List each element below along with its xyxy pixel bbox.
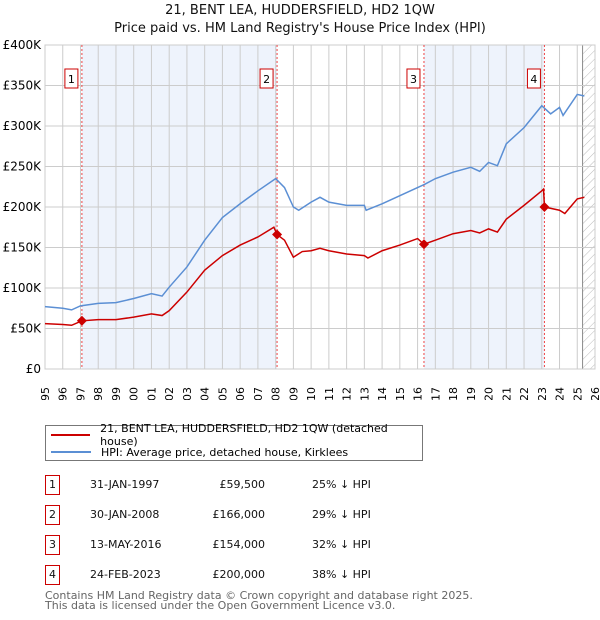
sale-point bbox=[418, 239, 429, 250]
y-tick-label: £400K bbox=[3, 38, 43, 52]
sale-label: 2 bbox=[263, 73, 270, 86]
plot-area: 1995 1996 1997 1998 1999 2000 2001 2002 2003 2004… bbox=[3, 38, 600, 400]
sale-hpi-diff: 32% ↓ HPI bbox=[312, 538, 371, 551]
x-tick-label: 2023 bbox=[536, 387, 549, 400]
x-tick-label: 2010 bbox=[305, 387, 318, 400]
sale-hpi-diff: 25% ↓ HPI bbox=[312, 478, 371, 491]
x-tick-label: 2019 bbox=[465, 387, 478, 400]
sale-price: £154,000 bbox=[212, 538, 266, 551]
x-tick-label: 1998 bbox=[92, 387, 105, 400]
sale-label: 4 bbox=[530, 73, 537, 86]
x-tick-label: 2013 bbox=[358, 387, 371, 400]
y-tick-label: £350K bbox=[3, 79, 43, 93]
y-tick-label: £50K bbox=[10, 322, 42, 336]
x-tick-label: 2002 bbox=[163, 387, 176, 400]
chart-subtitle: Price paid vs. HM Land Registry's House … bbox=[114, 21, 486, 36]
legend-blue-line bbox=[51, 451, 91, 453]
series-line bbox=[44, 187, 585, 327]
x-tick-label: 2015 bbox=[394, 387, 407, 400]
x-tick-label: 2026 bbox=[589, 387, 600, 400]
x-tick-label: 2012 bbox=[341, 387, 354, 400]
sale-hpi-diff: 38% ↓ HPI bbox=[312, 568, 371, 581]
x-tick-label: 1995 bbox=[39, 387, 52, 400]
y-tick-label: £200K bbox=[3, 200, 43, 214]
x-tick-label: 2011 bbox=[323, 387, 336, 400]
x-tick-label: 2004 bbox=[199, 387, 212, 400]
sale-label-box bbox=[406, 68, 421, 89]
x-tick-label: 2021 bbox=[500, 387, 513, 400]
x-tick-label: 2022 bbox=[518, 387, 531, 400]
sale-number: 4 bbox=[45, 565, 60, 585]
series-line bbox=[44, 93, 585, 311]
legend-red-line bbox=[51, 434, 91, 436]
x-tick-label: 2017 bbox=[429, 387, 442, 400]
sale-point bbox=[272, 229, 283, 240]
x-tick-label: 2003 bbox=[181, 387, 194, 400]
sale-point bbox=[539, 202, 550, 212]
sale-label-box bbox=[64, 68, 79, 89]
sale-point bbox=[76, 315, 87, 326]
x-tick-label: 2001 bbox=[145, 387, 158, 400]
y-tick-label: £100K bbox=[3, 281, 43, 295]
legend-hpi: HPI: Average price, detached house, Kirk… bbox=[101, 445, 349, 459]
legend-property: 21, BENT LEA, HUDDERSFIELD, HD2 1QW (det… bbox=[100, 422, 388, 448]
y-tick-label: £300K bbox=[3, 119, 43, 133]
sale-date: 13-MAY-2016 bbox=[90, 538, 162, 551]
sale-number: 3 bbox=[45, 535, 60, 555]
x-tick-label: 2005 bbox=[216, 387, 229, 400]
sale-label-box bbox=[259, 68, 274, 89]
x-tick-label: 2006 bbox=[234, 387, 247, 400]
x-tick-label: 2009 bbox=[287, 387, 300, 400]
sale-price: £59,500 bbox=[219, 478, 266, 491]
x-tick-label: 2024 bbox=[554, 387, 567, 400]
x-tick-label: 2016 bbox=[412, 387, 425, 400]
x-tick-label: 2025 bbox=[571, 387, 584, 400]
sale-hpi-diff: 29% ↓ HPI bbox=[312, 508, 371, 521]
sale-date: 30-JAN-2008 bbox=[90, 508, 160, 521]
footer-licence: This data is licensed under the Open Gov… bbox=[45, 599, 396, 612]
sale-label-box bbox=[526, 68, 541, 89]
sale-date: 31-JAN-1997 bbox=[90, 478, 160, 491]
sale-label: 3 bbox=[410, 73, 417, 86]
legend: 21, BENT LEA, HUDDERSFIELD, HD2 1QW (det… bbox=[45, 422, 423, 461]
sale-price: £166,000 bbox=[212, 508, 266, 521]
y-tick-label: £0 bbox=[26, 362, 41, 376]
x-tick-label: 2008 bbox=[270, 387, 283, 400]
sale-number: 2 bbox=[45, 505, 60, 525]
x-tick-label: 2018 bbox=[447, 387, 460, 400]
y-tick-label: £150K bbox=[3, 241, 43, 255]
footer-copyright: Contains HM Land Registry data © Crown c… bbox=[45, 589, 473, 602]
sale-number: 1 bbox=[45, 475, 60, 495]
x-tick-label: 1997 bbox=[74, 387, 87, 400]
x-tick-label: 2000 bbox=[128, 387, 141, 400]
sale-label: 1 bbox=[68, 73, 75, 86]
y-tick-label: £250K bbox=[3, 160, 43, 174]
sale-price: £200,000 bbox=[212, 568, 266, 581]
sale-date: 24-FEB-2023 bbox=[90, 568, 161, 581]
x-tick-label: 1999 bbox=[110, 387, 123, 400]
x-tick-label: 1996 bbox=[57, 387, 70, 400]
chart-title: 21, BENT LEA, HUDDERSFIELD, HD2 1QW bbox=[165, 3, 435, 18]
x-tick-label: 2020 bbox=[483, 387, 496, 400]
x-tick-label: 2014 bbox=[376, 387, 389, 400]
x-tick-label: 2007 bbox=[252, 387, 265, 400]
